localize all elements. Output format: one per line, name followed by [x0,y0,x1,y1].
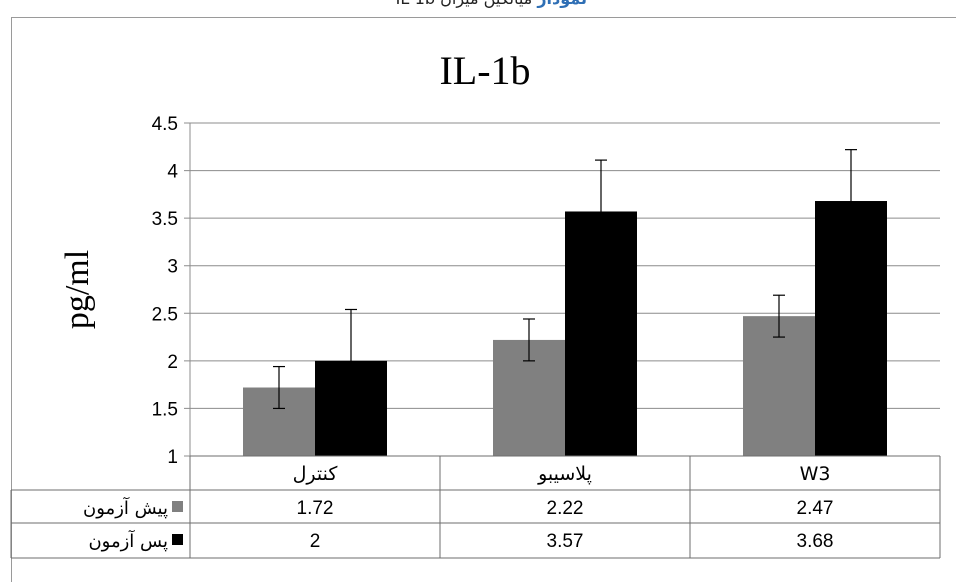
legend-swatch [172,501,183,512]
y-tick-label: 4.5 [152,114,178,135]
table-value: 3.68 [797,531,834,552]
caption-label: نمودار [537,0,587,8]
x-category-label: پلاسیبو [537,463,592,485]
x-category-label: W3 [800,463,831,485]
legend-series-label: پس آزمون [88,529,168,552]
y-tick-label: 1 [167,447,178,468]
table-value: 3.57 [547,531,584,552]
table-value: 2.47 [797,498,834,519]
caption-text: میانگین میزان IL-1b [396,0,533,8]
y-tick-label: 3.5 [152,209,178,230]
y-axis-label: pg/ml [59,250,96,329]
table-value: 1.72 [297,498,334,519]
y-tick-label: 2 [167,352,178,373]
y-tick-label: 1.5 [152,399,178,420]
legend-series-label: پیش آزمون [83,496,168,519]
y-tick-label: 3 [167,257,178,278]
y-tick-label: 2.5 [152,304,178,325]
chart-title: IL-1b [439,48,530,93]
table-value: 2 [310,531,321,552]
y-tick-label: 4 [167,162,178,183]
bar [743,316,815,456]
x-category-label: کنترل [293,463,339,485]
chart-area [11,17,956,582]
legend-swatch [172,534,183,545]
figure-caption: نمودار میانگین میزان IL-1b [0,0,957,14]
table-value: 2.22 [547,498,584,519]
